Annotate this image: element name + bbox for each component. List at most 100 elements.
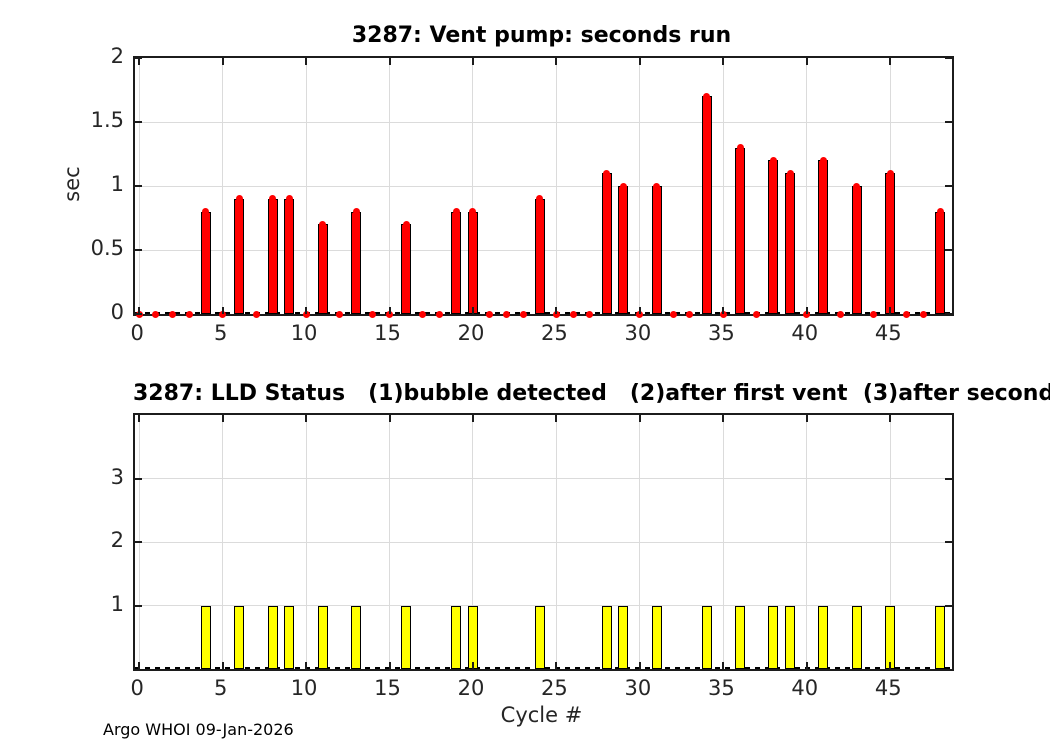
y-tick-label: 3 (110, 464, 124, 489)
bar (284, 198, 295, 314)
x-axis-tick (805, 662, 808, 669)
x-axis-tick-top (555, 58, 558, 65)
x-axis-tick (221, 662, 224, 669)
y-tick-label: 0.5 (90, 236, 124, 260)
y-axis-tick (135, 313, 142, 315)
bar (935, 211, 946, 314)
x-axis-tick (138, 662, 141, 669)
x-axis-tick (305, 307, 308, 314)
x-axis-tick-top (305, 58, 308, 65)
x-axis-tick (722, 307, 725, 314)
x-axis-tick-top (138, 58, 141, 65)
data-point-marker (803, 310, 811, 318)
x-tick-label: 15 (374, 676, 401, 700)
data-point-marker (502, 310, 510, 318)
x-axis-tick-top (221, 415, 224, 422)
x-tick-label: 30 (624, 676, 652, 700)
bar (200, 211, 211, 314)
data-point-marker (920, 310, 928, 318)
x-tick-label: 5 (213, 321, 228, 345)
data-point-marker (352, 208, 360, 216)
bar (818, 605, 829, 669)
data-point-marker (703, 92, 711, 100)
x-axis-tick-top (388, 415, 391, 422)
data-point-marker (753, 310, 761, 318)
x-axis-tick-top (221, 58, 224, 65)
y-axis-tick (135, 57, 142, 59)
bar (785, 605, 796, 669)
y-axis-tick-right (945, 313, 952, 315)
data-point-marker (586, 310, 594, 318)
data-point-marker (719, 310, 727, 318)
bar (618, 186, 629, 314)
data-point-marker (603, 169, 610, 177)
data-point-marker (936, 208, 944, 216)
data-point-marker (302, 310, 310, 318)
bar (200, 605, 211, 669)
data-point-marker (870, 310, 878, 318)
x-axis-tick-top (805, 415, 808, 422)
bar (351, 211, 362, 314)
x-tick-label: 35 (707, 321, 735, 345)
x-axis-tick-top (138, 415, 141, 422)
data-point-marker (452, 208, 460, 216)
data-point-marker (369, 310, 377, 318)
data-point-marker (202, 208, 210, 216)
x-axis-tick (638, 307, 641, 314)
data-point-marker (252, 310, 260, 318)
x-tick-label: 40 (791, 321, 819, 345)
bar (467, 211, 478, 314)
data-point-marker (436, 310, 444, 318)
y-axis-tick (135, 604, 142, 607)
x-tick-label: 10 (290, 676, 318, 700)
x-axis-tick-top (471, 58, 474, 65)
x-axis-tick-top (388, 58, 391, 65)
y-axis-tick (135, 477, 142, 480)
y-tick-label: 2 (110, 528, 124, 552)
data-point-marker (619, 182, 627, 190)
bar (851, 605, 862, 669)
x-tick-label: 0 (130, 321, 144, 345)
bar (401, 605, 412, 669)
x-axis-tick-top (471, 415, 474, 422)
bar (735, 147, 746, 314)
data-point-marker (653, 182, 661, 190)
x-tick-label: 45 (874, 321, 902, 345)
bar (651, 186, 662, 314)
x-axis-tick (805, 307, 808, 314)
lld-status-plot-area (133, 413, 954, 671)
grid-line-horizontal (135, 185, 952, 187)
data-point-marker (269, 195, 277, 203)
x-axis-tick (555, 662, 558, 669)
data-point-marker (486, 310, 494, 318)
bar (234, 198, 245, 314)
bar (735, 605, 746, 669)
x-axis-tick (555, 307, 558, 314)
x-axis-tick (638, 662, 641, 669)
bar (768, 160, 779, 314)
x-axis-tick (889, 662, 892, 669)
bar (534, 605, 545, 669)
bar (317, 224, 328, 314)
data-point-marker (469, 208, 477, 216)
y-axis-tick-right (945, 57, 952, 59)
x-tick-label: 20 (457, 676, 485, 700)
data-point-marker (636, 310, 644, 318)
data-point-marker (686, 310, 694, 318)
x-axis-tick-top (638, 415, 641, 422)
grid-line-horizontal (135, 121, 952, 123)
y-axis-tick (135, 185, 142, 187)
bar (885, 173, 896, 314)
x-tick-label: 30 (624, 321, 652, 345)
x-tick-label: 25 (541, 676, 568, 700)
data-point-marker (285, 195, 293, 203)
y-tick-label: 0 (110, 300, 124, 324)
bar (768, 605, 779, 669)
data-point-marker (419, 310, 427, 318)
data-point-marker (536, 195, 544, 203)
x-tick-label: 35 (707, 676, 735, 700)
data-point-marker (519, 310, 527, 318)
x-axis-tick (471, 662, 474, 669)
data-point-marker (786, 169, 794, 177)
